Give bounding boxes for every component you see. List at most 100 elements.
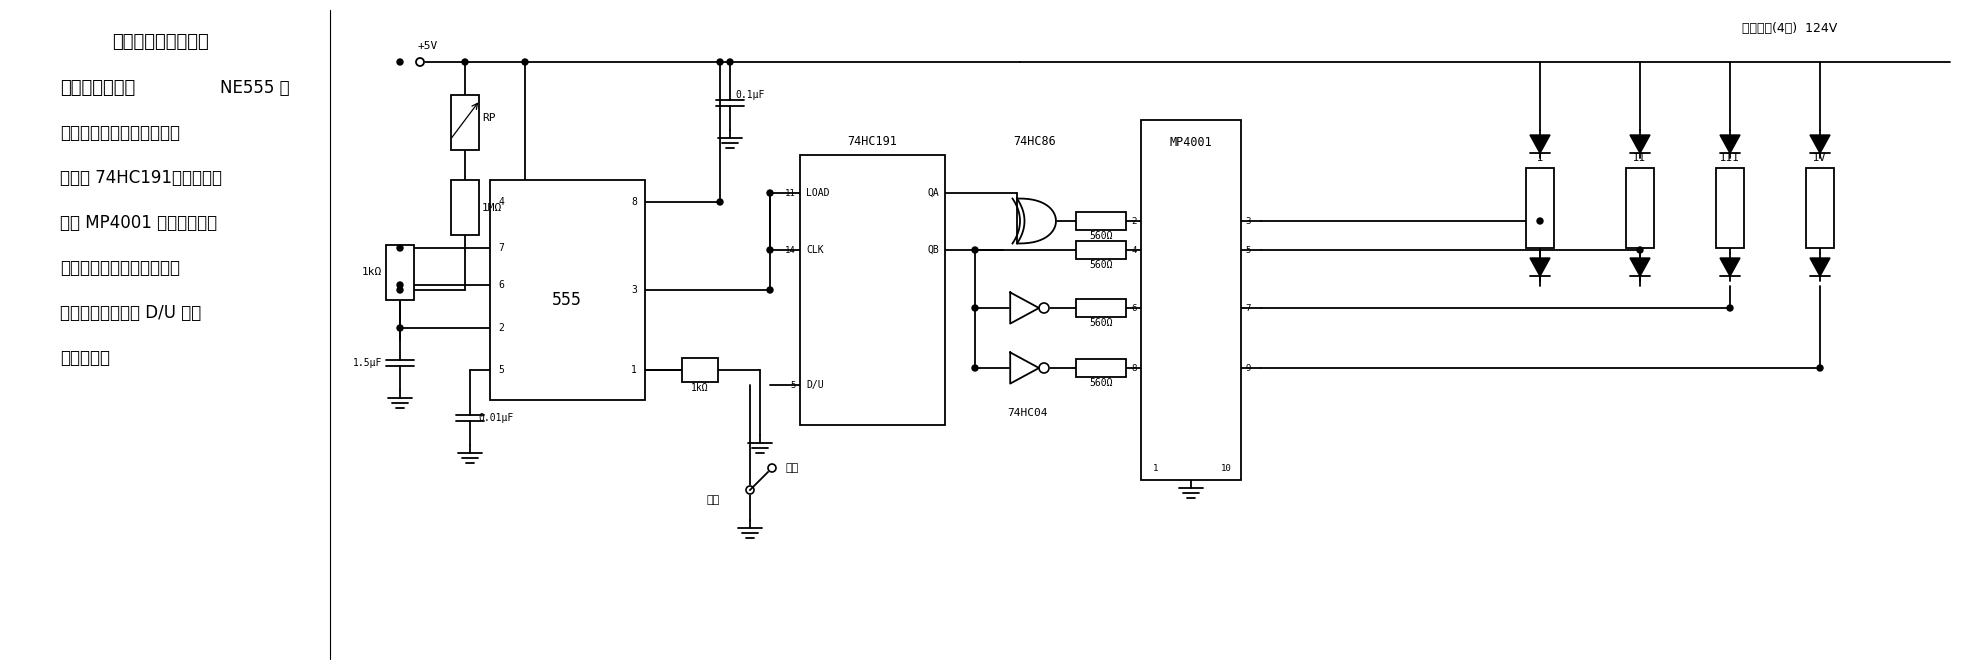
Text: +5V: +5V	[418, 41, 438, 51]
Text: 关控制可逆计数器 D/U 端的: 关控制可逆计数器 D/U 端的	[59, 304, 200, 322]
Circle shape	[745, 486, 753, 494]
Text: 3: 3	[1245, 217, 1251, 225]
Text: 5: 5	[497, 365, 503, 375]
Circle shape	[1637, 247, 1643, 253]
Bar	[1076, 359, 1126, 377]
Text: 0.1μF: 0.1μF	[735, 90, 763, 100]
Circle shape	[767, 247, 773, 253]
Text: 5: 5	[1245, 246, 1251, 254]
Circle shape	[396, 59, 402, 65]
Text: 步进电机(4相)  124V: 步进电机(4相) 124V	[1742, 21, 1837, 35]
Text: 8: 8	[630, 197, 636, 207]
Text: 四相步进电机的正反: 四相步进电机的正反	[111, 33, 208, 51]
Circle shape	[416, 58, 424, 66]
Bar	[1076, 241, 1126, 259]
Text: 电机正反转。正、反转由开: 电机正反转。正、反转由开	[59, 259, 180, 277]
Circle shape	[717, 199, 723, 205]
Text: D/U: D/U	[805, 380, 823, 390]
Text: IV: IV	[1812, 153, 1825, 163]
Circle shape	[1536, 218, 1542, 224]
Text: 5: 5	[791, 381, 795, 389]
Bar	[450, 180, 480, 235]
Text: 电路 MP4001 恒压驱动步进: 电路 MP4001 恒压驱动步进	[59, 214, 216, 232]
Circle shape	[1816, 365, 1821, 371]
Polygon shape	[1810, 135, 1829, 153]
Text: 14: 14	[785, 246, 795, 254]
Bar	[682, 358, 717, 382]
Bar	[1714, 168, 1742, 248]
Bar	[386, 245, 414, 300]
Text: 2: 2	[1132, 217, 1136, 225]
Text: 74HC04: 74HC04	[1007, 408, 1046, 418]
Text: 计数器 74HC191，再经驱动: 计数器 74HC191，再经驱动	[59, 169, 222, 187]
Text: 560Ω: 560Ω	[1088, 378, 1112, 388]
Text: 11: 11	[785, 189, 795, 197]
Text: 转二相励磁电路: 转二相励磁电路	[59, 79, 135, 97]
Bar	[490, 180, 644, 400]
Circle shape	[396, 287, 402, 293]
Text: 电位决定。: 电位决定。	[59, 349, 109, 367]
Text: 10: 10	[1221, 464, 1231, 472]
Text: 反转: 反转	[785, 463, 799, 473]
Circle shape	[1039, 363, 1048, 373]
Polygon shape	[1629, 258, 1649, 276]
Text: 1kΩ: 1kΩ	[692, 383, 708, 393]
Polygon shape	[1530, 258, 1550, 276]
Circle shape	[1039, 303, 1048, 313]
Text: 560Ω: 560Ω	[1088, 231, 1112, 241]
Text: 560Ω: 560Ω	[1088, 260, 1112, 270]
Polygon shape	[1810, 258, 1829, 276]
Bar	[450, 95, 480, 150]
Text: 74HC86: 74HC86	[1013, 134, 1056, 147]
Text: RP: RP	[482, 113, 496, 123]
Text: QA: QA	[928, 188, 939, 198]
Bar	[1625, 168, 1653, 248]
Text: 2: 2	[497, 323, 503, 333]
Text: NE555 振: NE555 振	[220, 79, 289, 97]
Bar	[1076, 212, 1126, 230]
Text: 1kΩ: 1kΩ	[361, 267, 383, 277]
Text: 1: 1	[1154, 464, 1157, 472]
Polygon shape	[1009, 292, 1039, 324]
Bar	[799, 155, 945, 425]
Text: 74HC191: 74HC191	[846, 134, 896, 147]
Text: 560Ω: 560Ω	[1088, 318, 1112, 328]
Text: 荡电路的振荡频率、经可逆: 荡电路的振荡频率、经可逆	[59, 124, 180, 142]
Text: 9: 9	[1245, 363, 1251, 373]
Circle shape	[767, 464, 775, 472]
Circle shape	[971, 365, 977, 371]
Text: 1.5μF: 1.5μF	[353, 358, 383, 368]
Text: 正转: 正转	[706, 495, 719, 505]
Circle shape	[727, 59, 733, 65]
Text: 1: 1	[630, 365, 636, 375]
Polygon shape	[1017, 199, 1056, 244]
Text: 1MΩ: 1MΩ	[482, 203, 501, 213]
Circle shape	[1726, 305, 1732, 311]
Bar	[1526, 168, 1554, 248]
Text: II: II	[1633, 153, 1645, 163]
Circle shape	[462, 59, 468, 65]
Text: 7: 7	[1245, 304, 1251, 312]
Text: I: I	[1536, 153, 1542, 163]
Polygon shape	[1718, 258, 1738, 276]
Circle shape	[717, 59, 723, 65]
Circle shape	[521, 59, 527, 65]
Circle shape	[767, 190, 773, 196]
Text: 555: 555	[551, 291, 581, 309]
Text: 6: 6	[1132, 304, 1136, 312]
Circle shape	[396, 325, 402, 331]
Text: QB: QB	[928, 245, 939, 255]
Text: LOAD: LOAD	[805, 188, 828, 198]
Circle shape	[971, 247, 977, 253]
Polygon shape	[1718, 135, 1738, 153]
Circle shape	[971, 305, 977, 311]
Bar	[1076, 299, 1126, 317]
Polygon shape	[1530, 135, 1550, 153]
Text: 6: 6	[497, 280, 503, 290]
Circle shape	[396, 245, 402, 251]
Text: 7: 7	[497, 243, 503, 253]
Circle shape	[767, 287, 773, 293]
Text: 4: 4	[497, 197, 503, 207]
Text: MP4001: MP4001	[1169, 136, 1211, 149]
Polygon shape	[1629, 135, 1649, 153]
